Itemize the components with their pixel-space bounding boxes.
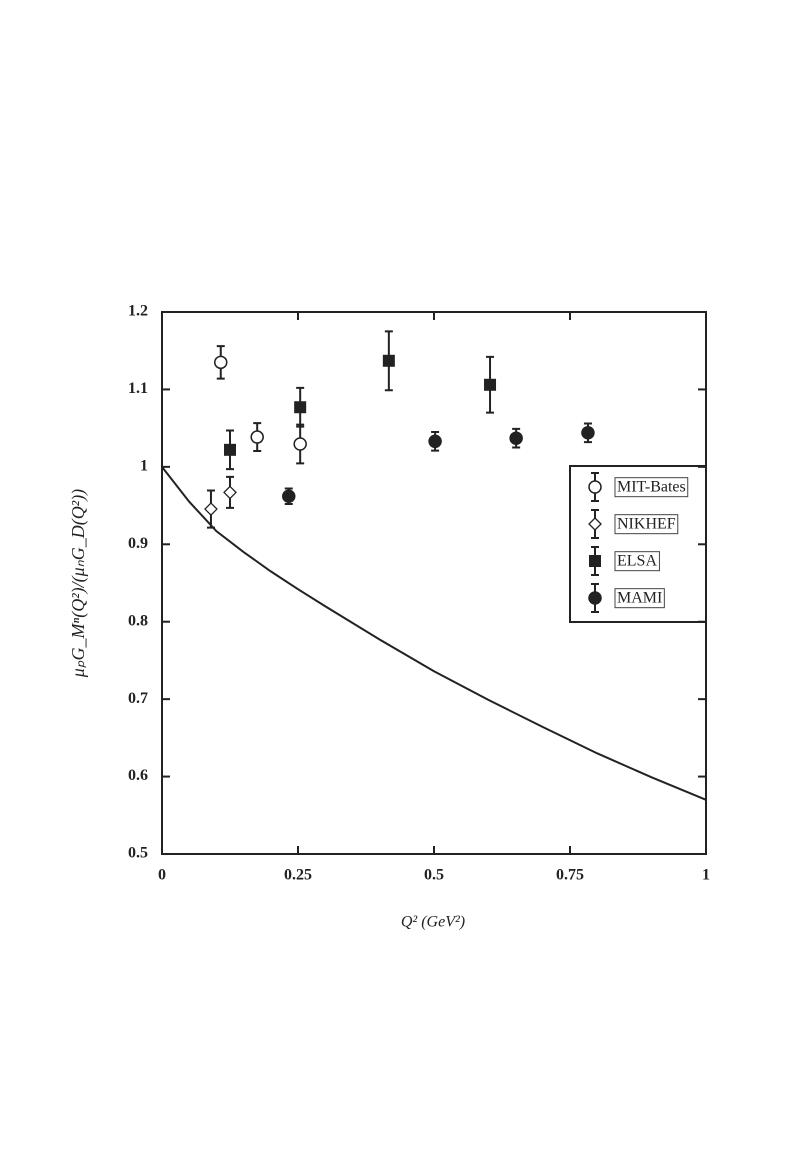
marker	[223, 485, 237, 500]
y-tick-label: 0.6	[128, 767, 148, 784]
y-tick-label: 0.7	[128, 690, 148, 707]
y-tick-label: 0.9	[128, 535, 148, 552]
y-tick-label: 1	[140, 458, 148, 475]
model-curve	[161, 466, 707, 801]
marker	[250, 430, 264, 444]
legend-label: MIT-Bates	[617, 479, 686, 496]
x-tick-label: 1	[702, 867, 710, 884]
legend-label: NIKHEF	[617, 516, 676, 533]
legend-label-box	[614, 551, 660, 572]
marker	[214, 355, 228, 370]
marker	[509, 431, 523, 445]
y-tick-label: 0.5	[128, 845, 148, 862]
legend-label-box	[614, 514, 679, 535]
x-tick-label: 0.75	[556, 867, 584, 884]
legend-label: ELSA	[617, 553, 657, 570]
y-tick-label: 0.8	[128, 612, 148, 629]
marker	[293, 437, 307, 451]
marker	[382, 354, 395, 367]
marker	[294, 401, 307, 414]
legend-label: MAMI	[617, 590, 662, 607]
marker	[428, 434, 442, 449]
x-axis-label: Q² (GeV²)	[401, 914, 465, 931]
marker	[224, 443, 236, 456]
marker	[204, 502, 218, 516]
marker	[581, 426, 595, 440]
x-tick-label: 0.5	[424, 867, 444, 884]
legend-marker	[588, 517, 602, 531]
x-tick-label: 0	[158, 867, 166, 884]
legend-marker	[588, 591, 602, 605]
marker	[282, 489, 296, 504]
y-tick-label: 1.2	[128, 303, 148, 320]
legend-marker	[588, 480, 602, 494]
legend-marker	[589, 555, 601, 567]
legend-label-box	[614, 477, 689, 498]
y-axis-label: μₚG_Mⁿ(Q²)/(μₙG_D(Q²))	[68, 489, 89, 678]
legend-label-box	[614, 588, 665, 609]
marker	[484, 378, 497, 391]
x-tick-label: 0.25	[284, 867, 312, 884]
y-tick-label: 1.1	[128, 380, 148, 397]
